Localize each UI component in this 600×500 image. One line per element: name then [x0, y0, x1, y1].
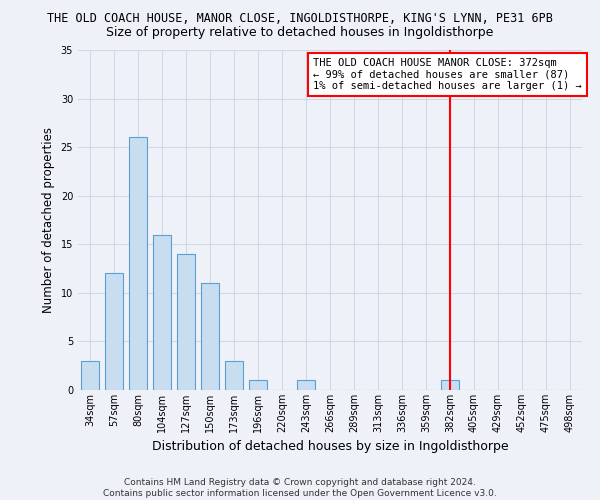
Text: THE OLD COACH HOUSE, MANOR CLOSE, INGOLDISTHORPE, KING'S LYNN, PE31 6PB: THE OLD COACH HOUSE, MANOR CLOSE, INGOLD… — [47, 12, 553, 26]
X-axis label: Distribution of detached houses by size in Ingoldisthorpe: Distribution of detached houses by size … — [152, 440, 508, 454]
Bar — [225, 361, 243, 390]
Text: Size of property relative to detached houses in Ingoldisthorpe: Size of property relative to detached ho… — [106, 26, 494, 39]
Text: THE OLD COACH HOUSE MANOR CLOSE: 372sqm
← 99% of detached houses are smaller (87: THE OLD COACH HOUSE MANOR CLOSE: 372sqm … — [313, 58, 582, 91]
Y-axis label: Number of detached properties: Number of detached properties — [42, 127, 55, 313]
Bar — [249, 380, 267, 390]
Bar — [177, 254, 195, 390]
Bar — [297, 380, 315, 390]
Bar — [129, 138, 147, 390]
Bar — [81, 361, 99, 390]
Text: Contains HM Land Registry data © Crown copyright and database right 2024.
Contai: Contains HM Land Registry data © Crown c… — [103, 478, 497, 498]
Bar — [201, 283, 219, 390]
Bar — [105, 274, 123, 390]
Bar — [153, 234, 171, 390]
Bar — [441, 380, 459, 390]
